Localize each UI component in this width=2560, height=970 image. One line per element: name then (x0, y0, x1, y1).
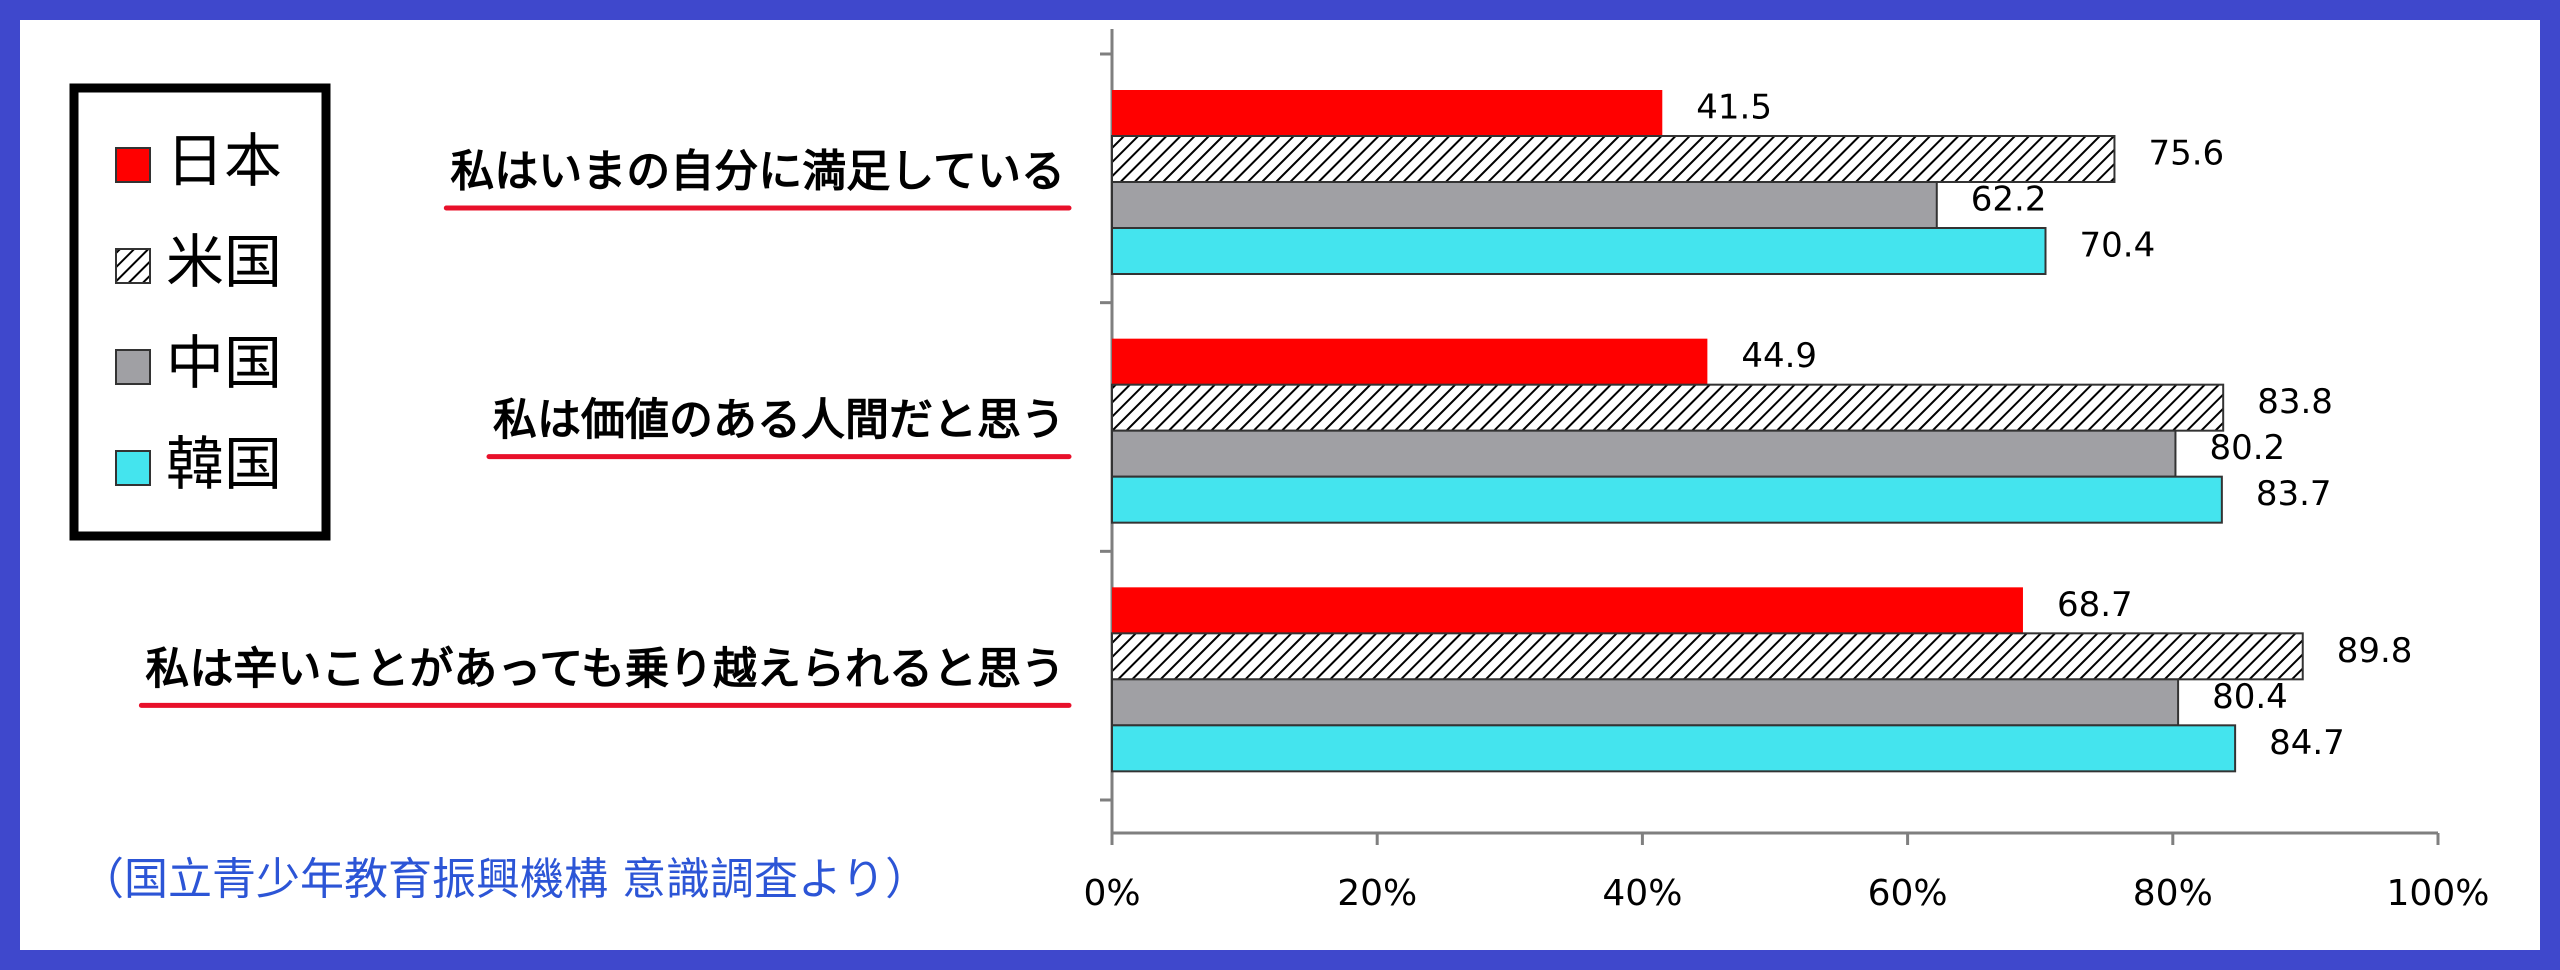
bar (1111, 227, 2047, 275)
value-label: 80.2 (2209, 428, 2285, 468)
x-tick-label: 40% (1602, 873, 1682, 914)
value-label: 83.8 (2257, 382, 2333, 422)
x-tick-label: 100% (2387, 873, 2490, 914)
legend-swatch (115, 147, 151, 183)
value-label: 68.7 (2057, 585, 2133, 625)
bar (1111, 135, 2116, 183)
legend-box (69, 83, 331, 541)
bar (1112, 587, 2023, 634)
value-label: 80.4 (2212, 677, 2288, 717)
bar (1112, 338, 1708, 385)
bar (1111, 475, 2223, 524)
value-label: 75.6 (2148, 134, 2224, 174)
value-label: 89.8 (2337, 631, 2413, 671)
bar (1111, 724, 2237, 773)
bar (1111, 181, 1938, 229)
x-tick-label: 20% (1337, 873, 1417, 914)
value-label: 83.7 (2256, 474, 2332, 514)
value-label: 84.7 (2269, 723, 2345, 763)
value-label: 41.5 (1696, 88, 1772, 128)
category-label: 私はいまの自分に満足している (450, 146, 1065, 197)
value-label: 44.9 (1741, 336, 1817, 376)
legend-label: 中国 (166, 329, 282, 397)
bar (1111, 678, 2180, 727)
legend-swatch (115, 349, 151, 385)
legend-label: 韓国 (166, 430, 282, 498)
bar (1111, 383, 2225, 432)
value-label: 70.4 (2080, 226, 2156, 266)
legend-swatch (115, 248, 151, 284)
legend-label: 日本 (166, 127, 282, 195)
category-label: 私は辛いことがあっても乗り越えられると思う (145, 643, 1065, 694)
x-tick-label: 0% (1083, 873, 1140, 914)
x-tick-label: 80% (2133, 873, 2213, 914)
source-note: （国立青少年教育振興機構 意識調査より） (80, 854, 929, 905)
category-label: 私は価値のある人間だと思う (493, 395, 1065, 446)
x-tick-label: 60% (1868, 873, 1948, 914)
legend-swatch (115, 450, 151, 486)
bar (1111, 429, 2177, 478)
bar (1112, 90, 1663, 136)
value-label: 62.2 (1971, 180, 2047, 220)
bar (1111, 632, 2304, 681)
legend-label: 米国 (166, 228, 282, 296)
